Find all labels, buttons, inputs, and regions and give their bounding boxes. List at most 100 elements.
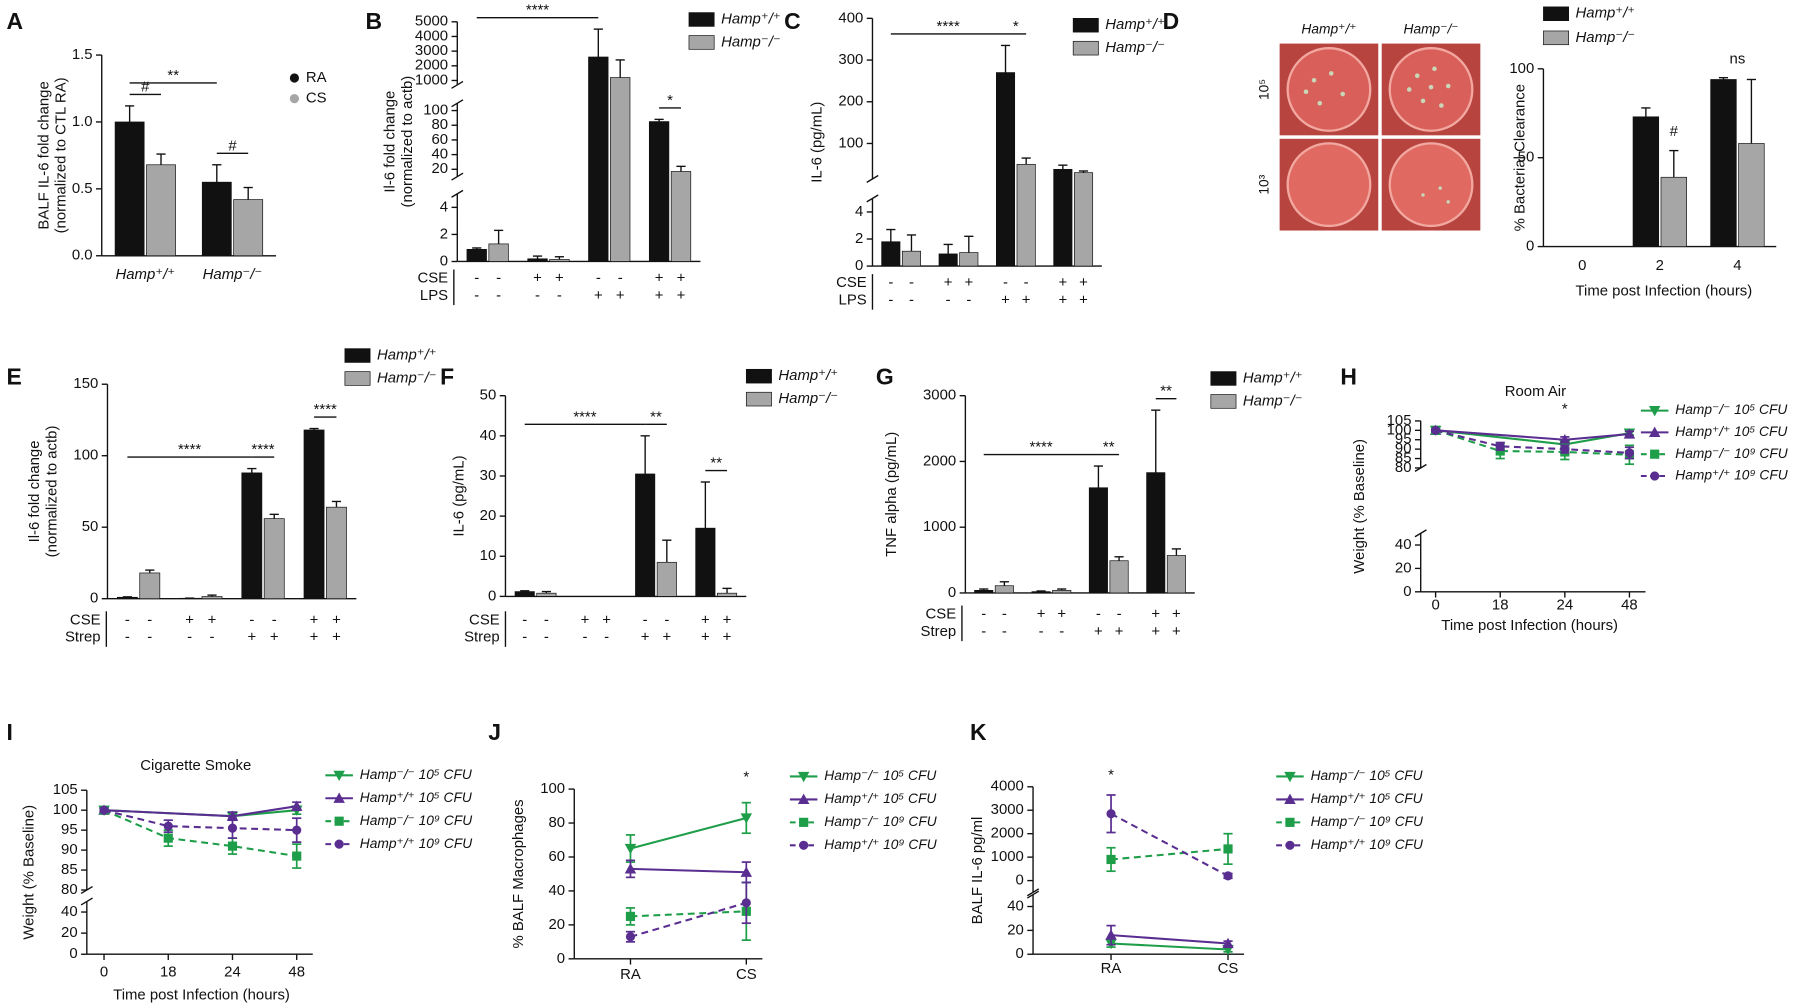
panel-label: B xyxy=(366,8,383,34)
legend-marker xyxy=(1284,793,1296,804)
point xyxy=(1223,844,1233,854)
photo-column-label: Hamp⁻/⁻ xyxy=(1404,21,1459,36)
y-tick-label: 0 xyxy=(1403,584,1411,600)
treatment-sign: - xyxy=(474,271,479,287)
y-tick-label: 0 xyxy=(557,951,565,967)
treatment-sign: - xyxy=(888,292,893,308)
x-tick-label: CS xyxy=(1218,961,1239,977)
treatment-sign: - xyxy=(664,612,669,628)
legend-marker xyxy=(1210,371,1237,386)
bar xyxy=(588,56,609,262)
legend-label: Hamp⁺/⁺ xyxy=(1105,17,1165,33)
x-tick-label: 0 xyxy=(1431,598,1439,614)
treatment-sign: - xyxy=(1003,275,1008,291)
legend-marker xyxy=(1648,426,1661,437)
legend-label: Hamp⁺/⁺ 10⁹ CFU xyxy=(360,836,472,851)
chart-title: Cigarette Smoke xyxy=(140,758,251,774)
significance-label: ** xyxy=(1160,384,1172,400)
treatment-label: LPS xyxy=(420,288,448,304)
plate xyxy=(1388,47,1474,132)
treatment-sign: + xyxy=(310,630,319,646)
x-tick-label: Hamp⁻/⁻ xyxy=(203,267,263,283)
panel-label: E xyxy=(7,364,22,390)
colonies xyxy=(1303,66,1451,204)
bar xyxy=(201,181,232,257)
treatment-sign: + xyxy=(1001,292,1010,308)
treatment-sign: - xyxy=(909,292,914,308)
treatment-sign: + xyxy=(533,271,542,287)
y-tick-label: 3000 xyxy=(923,388,956,404)
treatment-sign: - xyxy=(147,612,152,628)
treatment-sign: - xyxy=(909,275,914,291)
legend-label: Hamp⁻/⁻ xyxy=(377,370,437,386)
legend-marker xyxy=(1543,6,1570,21)
significance-label: **** xyxy=(314,402,337,418)
y-tick-label: 2 xyxy=(440,226,448,242)
y-tick-label: 40 xyxy=(1007,898,1024,914)
legend-marker xyxy=(334,816,344,826)
bar xyxy=(326,506,347,600)
panel-label: C xyxy=(784,8,801,34)
y-tick-label: 3000 xyxy=(415,43,448,59)
legend-label: Hamp⁺/⁺ 10⁹ CFU xyxy=(1675,468,1787,483)
treatment-sign: + xyxy=(1057,607,1066,623)
treatment-sign: + xyxy=(1037,607,1046,623)
series-line xyxy=(1110,847,1229,861)
y-tick-label: 0 xyxy=(948,585,956,601)
y-tick-label: 150 xyxy=(73,376,98,392)
point xyxy=(740,866,753,877)
y-tick-label: 100 xyxy=(540,781,565,797)
x-tick-label: 0 xyxy=(1578,258,1586,274)
significance-label: * xyxy=(1013,19,1019,35)
y-tick-label: 2000 xyxy=(415,58,448,74)
bar xyxy=(303,429,325,600)
legend-marker xyxy=(1650,471,1660,481)
panel-label: D xyxy=(1163,8,1180,34)
point xyxy=(99,805,109,815)
y-axis-label: (normalized to actb) xyxy=(44,426,60,558)
legend-marker xyxy=(745,391,772,407)
treatment-sign: - xyxy=(643,612,648,628)
y-tick-label: 20 xyxy=(1395,560,1412,576)
point xyxy=(1431,425,1441,435)
x-axis-label: Time post Infection (hours) xyxy=(1441,618,1618,634)
y-tick-label: 4000 xyxy=(415,28,448,44)
treatment-sign: - xyxy=(125,630,130,646)
bar xyxy=(527,258,548,262)
axis-break xyxy=(451,99,464,108)
treatment-label: CSE xyxy=(469,612,500,628)
treatment-sign: + xyxy=(581,612,590,628)
legend-marker xyxy=(344,348,371,363)
series-line xyxy=(103,809,297,832)
y-tick-label: 400 xyxy=(838,10,863,26)
y-tick-label: 40 xyxy=(480,428,497,444)
series-line xyxy=(103,805,297,818)
treatment-label: CSE xyxy=(836,275,867,291)
treatment-sign: + xyxy=(662,630,671,646)
x-tick-label: 48 xyxy=(288,965,305,981)
significance-label: ** xyxy=(650,409,662,425)
point xyxy=(1223,871,1233,881)
treatment-sign: + xyxy=(964,275,973,291)
legend-label: Hamp⁻/⁻ 10⁵ CFU xyxy=(1311,768,1423,783)
y-tick-label: 100 xyxy=(1387,422,1412,438)
series-line xyxy=(630,816,747,850)
panel-label: I xyxy=(7,719,13,745)
legend-marker xyxy=(745,368,772,384)
point xyxy=(227,823,238,833)
legend-marker xyxy=(1210,394,1237,409)
treatment-sign: + xyxy=(1151,607,1160,623)
axis-break xyxy=(1026,890,1040,899)
x-axis-label: Time post Infection (hours) xyxy=(1575,283,1752,299)
legend-label: Hamp⁻/⁻ xyxy=(721,34,781,50)
y-tick-label: 4000 xyxy=(991,779,1024,795)
panel-label: K xyxy=(970,719,987,745)
legend-marker xyxy=(289,73,300,83)
treatment-label: CSE xyxy=(417,271,448,287)
significance-label: * xyxy=(667,93,673,109)
treatment-sign: + xyxy=(1172,607,1181,623)
legend-marker xyxy=(1072,40,1099,56)
y-tick-label: 0.5 xyxy=(72,181,93,197)
treatment-sign: + xyxy=(641,630,650,646)
y-tick-label: 100 xyxy=(838,135,863,151)
